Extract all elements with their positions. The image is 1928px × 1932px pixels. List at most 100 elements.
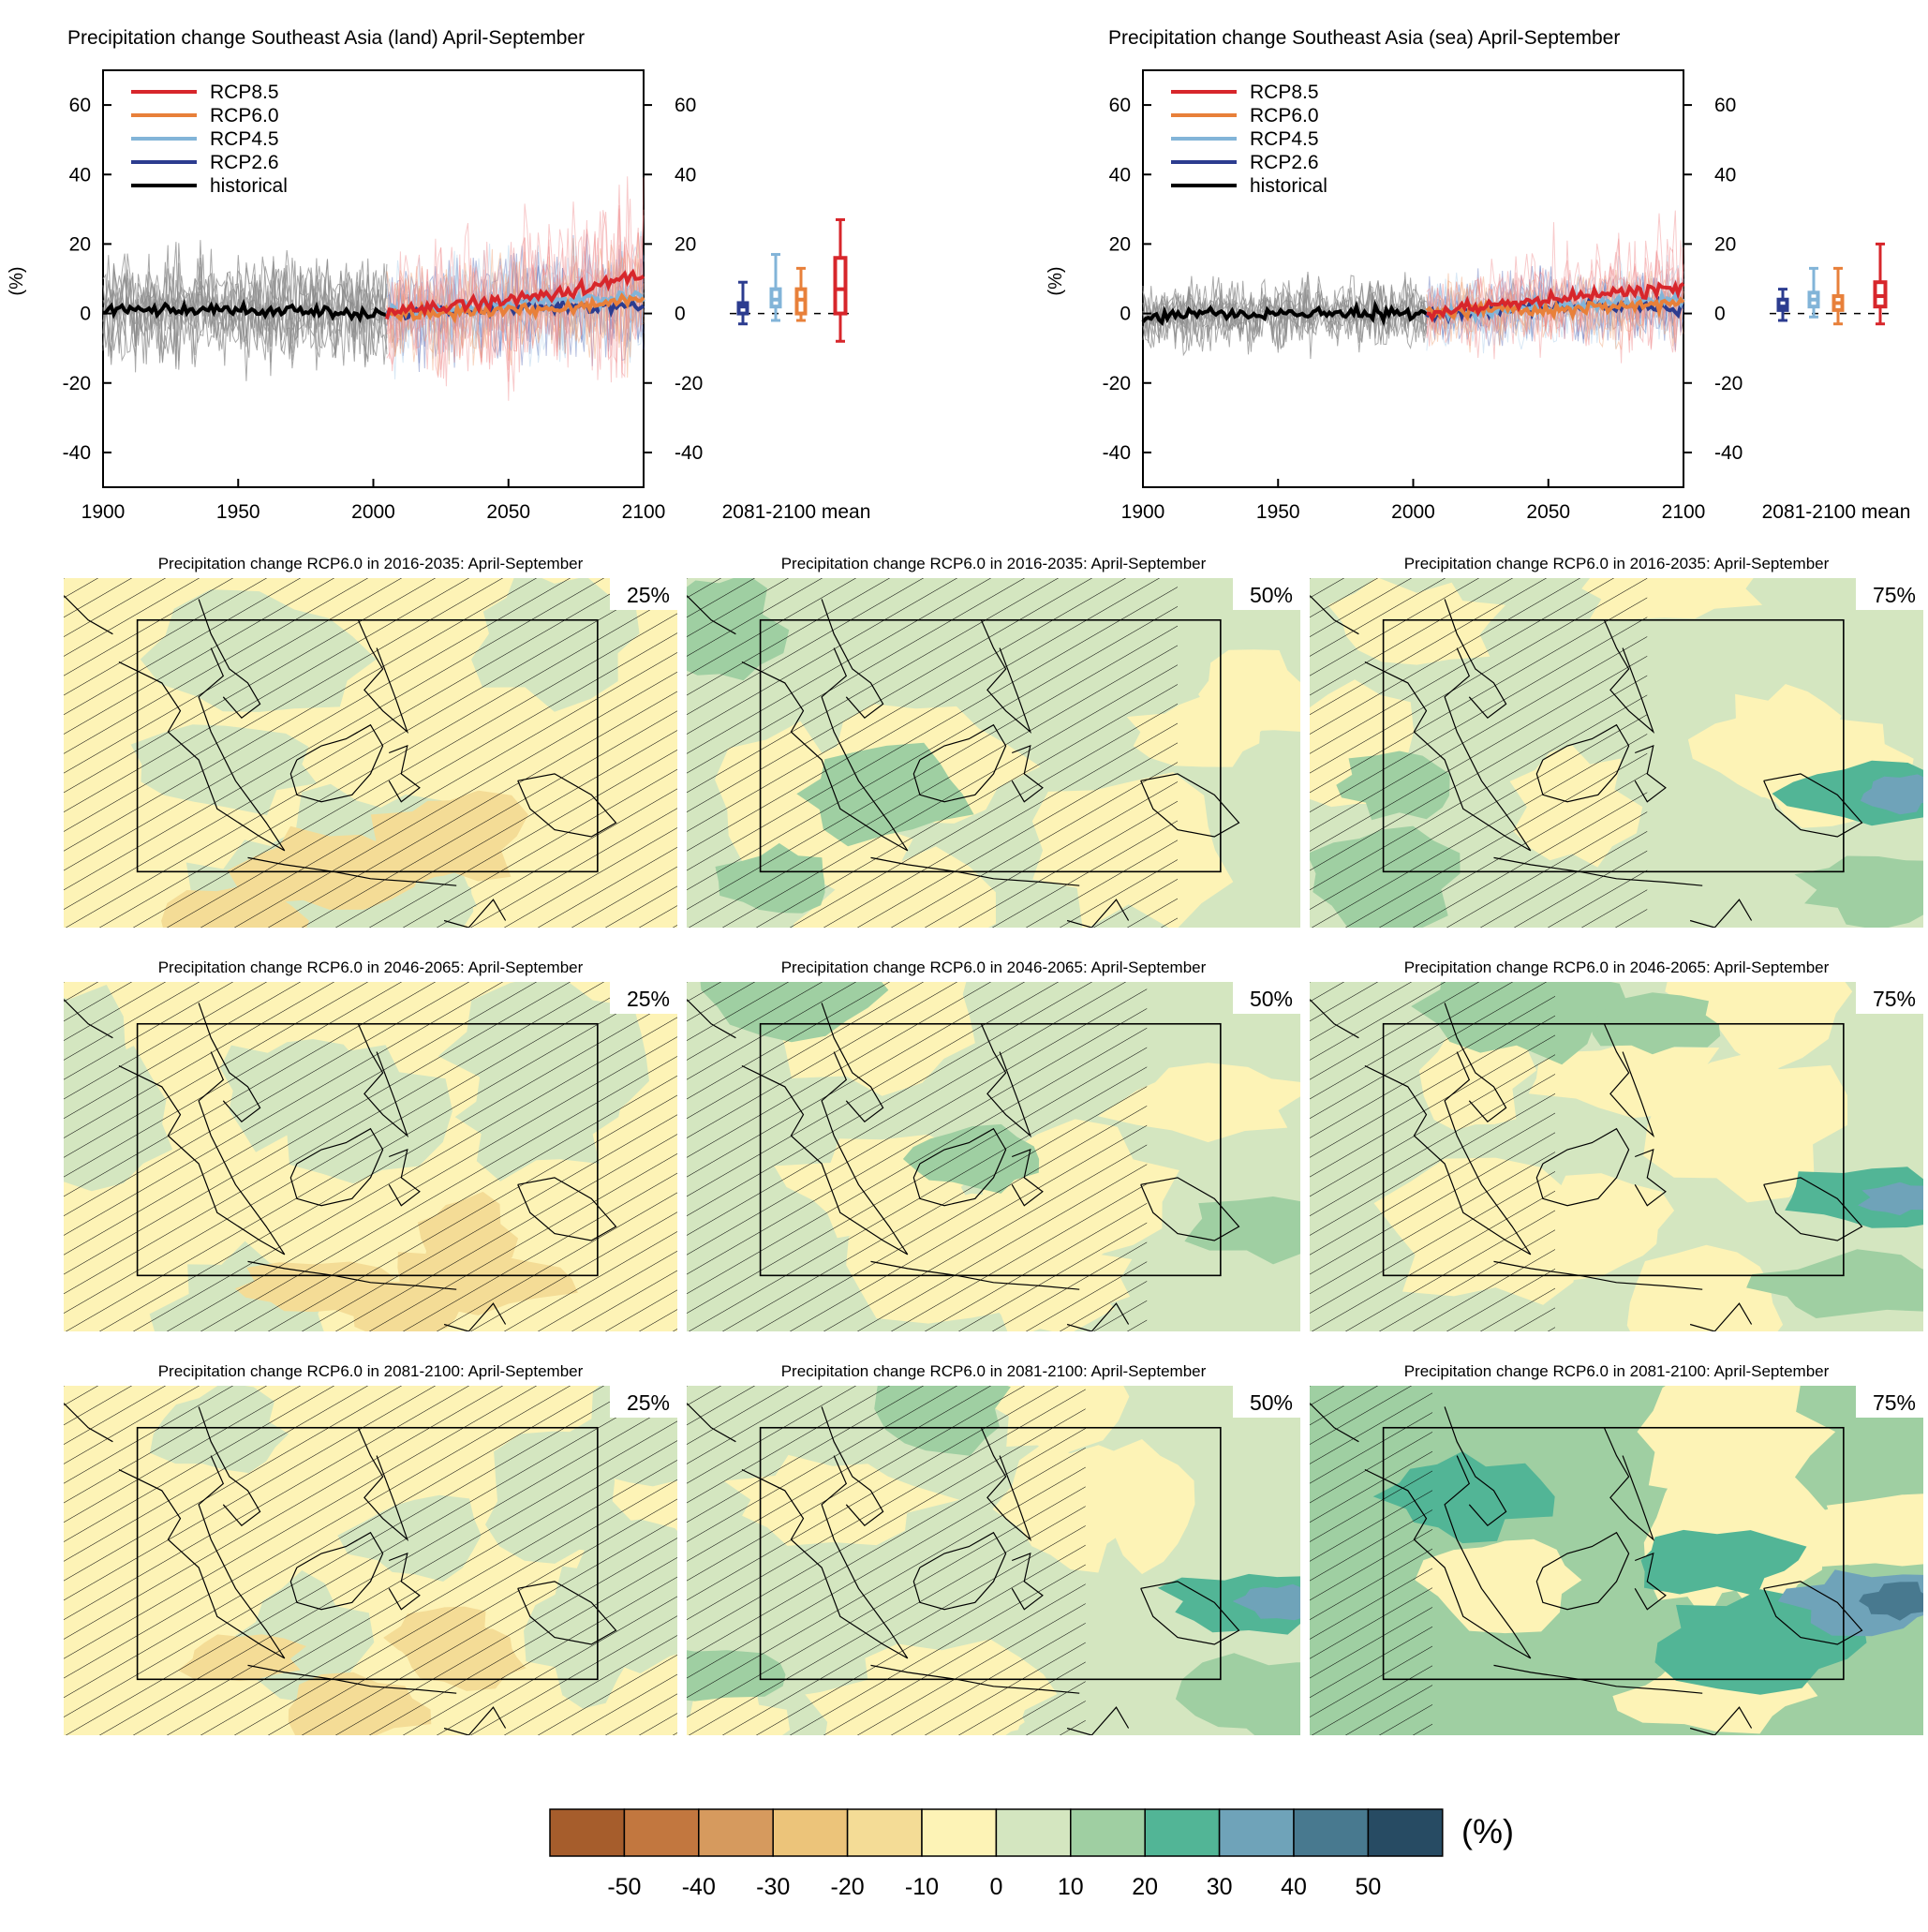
axes-ticks: 1900 1950 2000 2050 2100 -40 -40 -20 -20 0 0 20 20 40… — [1103, 95, 1743, 523]
colorbar-tick-label: -30 — [756, 1874, 790, 1900]
legend-label: RCP8.5 — [1250, 82, 1319, 103]
x-tick-label: 1950 — [216, 501, 260, 523]
y-tick-label-right: 0 — [1714, 304, 1726, 325]
region-box — [136, 1022, 599, 1277]
y-tick-label-right: 60 — [675, 95, 696, 116]
boxplot-box — [833, 256, 848, 316]
colorbar: -50 -40 -30 -20 -10 0 10 20 30 40 50 — [549, 1808, 1444, 1900]
model-line-rcp8.5 — [1426, 213, 1684, 353]
significance-hatching — [1310, 982, 1555, 1331]
model-line-rcp4.5 — [1426, 255, 1684, 343]
x-tick-label: 2100 — [1662, 501, 1706, 523]
map-panel: Precipitation change RCP6.0 in 2016-2035… — [64, 555, 677, 928]
x-tick-label: 1900 — [82, 501, 126, 523]
percentile-tag-bg — [1233, 1386, 1300, 1418]
y-tick-label-right: 20 — [675, 233, 696, 255]
model-line-rcp2.6 — [386, 234, 645, 373]
x-tick-label: 2000 — [1391, 501, 1435, 523]
percentile-tag-bg — [1856, 982, 1923, 1014]
colorbar-tick-label: 50 — [1355, 1874, 1381, 1900]
map-title: Precipitation change RCP6.0 in 2016-2035… — [781, 555, 1207, 572]
map-panel: Precipitation change RCP6.0 in 2081-2100… — [1310, 1362, 1923, 1735]
significance-hatching — [687, 578, 1178, 928]
map-anomaly-patch — [1198, 649, 1300, 738]
colorbar-cell — [1070, 1808, 1146, 1857]
y-tick-label: -40 — [1103, 442, 1131, 464]
boxplots — [1770, 242, 1895, 326]
model-line-historical — [1142, 286, 1428, 353]
legend: RCP8.5 RCP6.0 RCP4.5 RCP2.6 historical — [131, 82, 288, 197]
y-tick-label: 40 — [1109, 164, 1131, 186]
map-wetting-patch — [1184, 1196, 1300, 1265]
colorbar-cell — [698, 1808, 774, 1857]
legend-label: historical — [1250, 175, 1327, 197]
colorbar-tick-label: -40 — [682, 1874, 716, 1900]
coastline — [1603, 1427, 1655, 1542]
y-tick-label: 0 — [1120, 304, 1131, 325]
region-box — [1382, 1022, 1845, 1277]
map-wetting-core — [1859, 1582, 1923, 1621]
coastline — [1603, 1023, 1655, 1138]
timeseries-title: Precipitation change Southeast Asia (lan… — [67, 27, 585, 49]
y-tick-label-right: -20 — [675, 373, 703, 394]
coastline — [1763, 1581, 1863, 1645]
y-tick-label: 20 — [1109, 233, 1131, 255]
timeseries-panel-sea: Precipitation change Southeast Asia (sea… — [1046, 27, 1910, 523]
legend-label: RCP2.6 — [1250, 152, 1319, 173]
colorbar-tick-label: -20 — [831, 1874, 865, 1900]
coastline — [1689, 1706, 1753, 1735]
map-wetting-patch — [1746, 1249, 1923, 1318]
y-tick-label-right: 60 — [1714, 95, 1736, 116]
y-tick-label: 20 — [69, 233, 91, 255]
percentile-label: 25% — [627, 1390, 670, 1415]
map-title: Precipitation change RCP6.0 in 2081-2100… — [158, 1362, 584, 1380]
map-anomaly-patch — [1521, 1173, 1675, 1281]
map-wetting-core — [1232, 1583, 1300, 1621]
colorbar-tick-label: -10 — [905, 1874, 939, 1900]
colorbar-cell — [921, 1808, 998, 1857]
series-mean-rcp8.5 — [1426, 279, 1685, 323]
map-panel: Precipitation change RCP6.0 in 2081-2100… — [687, 1362, 1300, 1735]
map-wetting-patch — [1175, 1653, 1300, 1735]
coastline — [1763, 773, 1863, 838]
y-tick-label-right: 0 — [675, 304, 686, 325]
y-tick-label: -20 — [63, 373, 91, 394]
y-axis-label: (%) — [1046, 266, 1066, 295]
legend-label: RCP2.6 — [210, 152, 279, 173]
coastline — [1689, 899, 1753, 928]
y-tick-label-right: 40 — [675, 164, 696, 186]
legend-label: RCP8.5 — [210, 82, 279, 103]
percentile-label: 25% — [627, 583, 670, 607]
y-tick-label: -20 — [1103, 373, 1131, 394]
map-anomaly-patch — [1415, 1538, 1582, 1634]
region-box — [759, 1022, 1222, 1277]
colorbar-tick-label: 40 — [1281, 1874, 1307, 1900]
model-line-rcp2.6 — [386, 253, 645, 359]
legend-label: RCP6.0 — [1250, 105, 1319, 126]
significance-hatching — [64, 1386, 677, 1735]
coastline — [1140, 1581, 1240, 1645]
model-line-historical — [1142, 281, 1428, 353]
map-canvas: 75% — [1310, 578, 1923, 928]
map-canvas: 50% — [687, 982, 1300, 1331]
map-canvas: 25% — [64, 1386, 677, 1735]
colorbar-cell — [549, 1808, 626, 1857]
model-line-rcp6.0 — [386, 237, 645, 371]
y-tick-label: 60 — [1109, 95, 1131, 116]
map-canvas: 75% — [1310, 1386, 1923, 1735]
percentile-label: 50% — [1250, 583, 1293, 607]
map-wetting-core — [1858, 1181, 1923, 1216]
model-line-rcp2.6 — [1426, 269, 1684, 351]
model-line-rcp4.5 — [386, 243, 645, 364]
x-tick-label: 2050 — [1526, 501, 1570, 523]
legend: RCP8.5 RCP6.0 RCP4.5 RCP2.6 historical — [1171, 82, 1327, 197]
map-canvas: 25% — [64, 982, 677, 1331]
map-panel: Precipitation change RCP6.0 in 2016-2035… — [1310, 555, 1923, 928]
percentile-label: 75% — [1873, 987, 1916, 1011]
y-tick-label: -40 — [63, 442, 91, 464]
colorbar-cell — [1293, 1808, 1370, 1857]
model-line-rcp6.0 — [1426, 272, 1684, 350]
colorbar-tick-label: -50 — [607, 1874, 641, 1900]
x-tick-label: 2000 — [351, 501, 395, 523]
colorbar-cell — [846, 1808, 923, 1857]
